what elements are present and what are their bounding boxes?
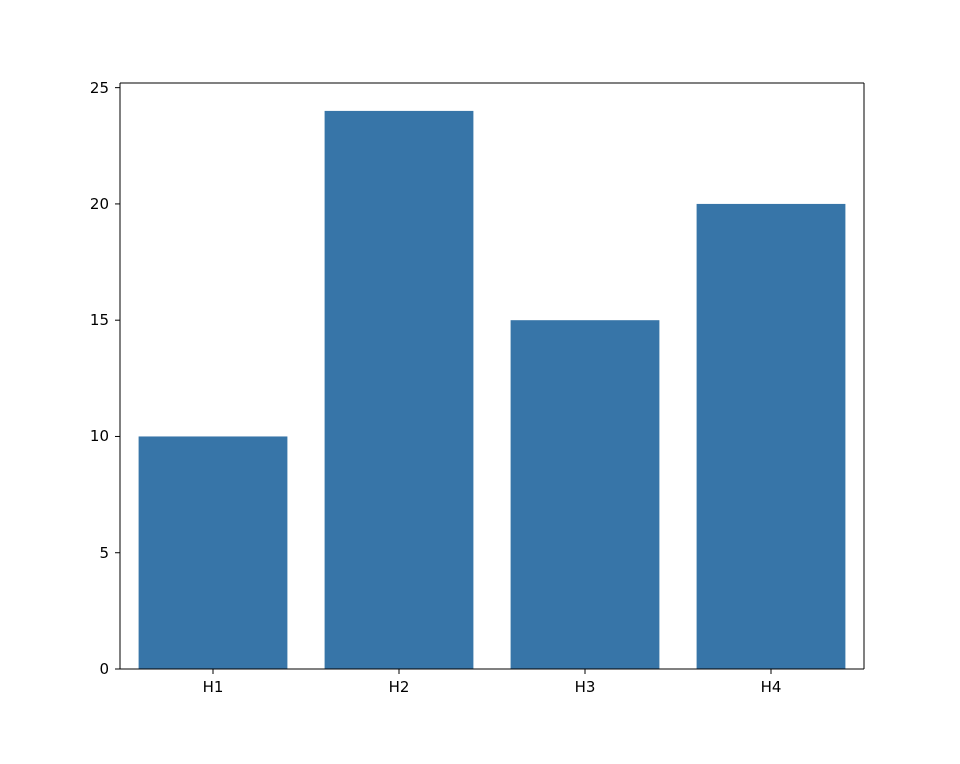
xtick-label: H2 <box>369 678 429 696</box>
xtick-label: H4 <box>741 678 801 696</box>
bar <box>325 111 474 669</box>
bar <box>139 436 288 669</box>
ytick-label: 0 <box>69 660 109 678</box>
ytick-label: 10 <box>69 427 109 445</box>
ytick-label: 25 <box>69 79 109 97</box>
chart-svg <box>0 0 960 760</box>
ytick-label: 20 <box>69 195 109 213</box>
xtick-label: H1 <box>183 678 243 696</box>
bar <box>697 204 846 669</box>
bar <box>511 320 660 669</box>
xtick-label: H3 <box>555 678 615 696</box>
bar-chart-figure: 0 5 10 15 20 25 H1 H2 H3 H4 <box>0 0 960 760</box>
ytick-label: 5 <box>69 544 109 562</box>
ytick-label: 15 <box>69 311 109 329</box>
